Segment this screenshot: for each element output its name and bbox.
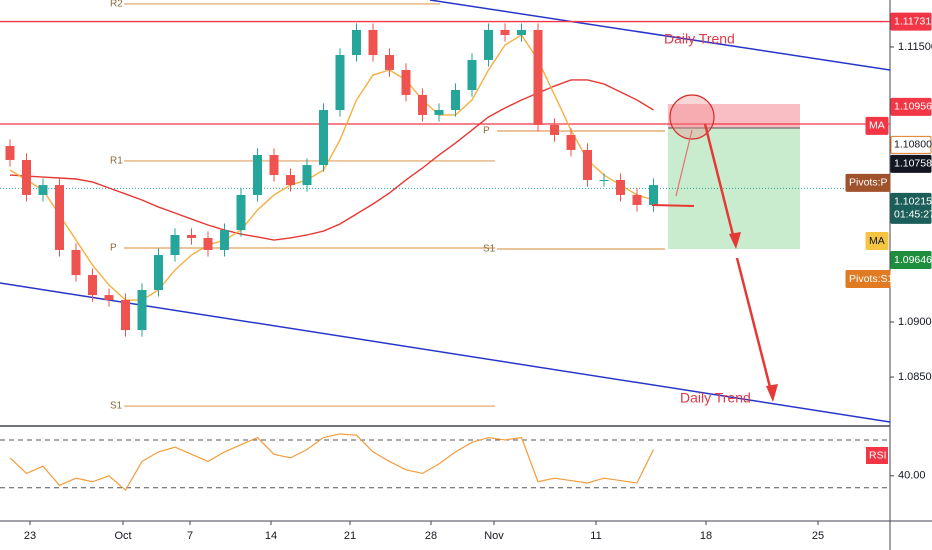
candle-body <box>533 29 543 125</box>
price-tag-label: 1.10215 <box>894 196 932 208</box>
price-tag <box>845 173 891 192</box>
candle-body <box>319 110 328 166</box>
y-tick-label: 1.09000 <box>898 316 932 328</box>
candle-body <box>352 29 361 56</box>
x-tick-label: 18 <box>700 530 712 542</box>
candle-body <box>71 249 81 276</box>
price-tag <box>890 12 932 31</box>
candle-body <box>401 69 411 95</box>
candle-body <box>286 175 295 186</box>
trend-label: Daily Trend <box>680 390 751 406</box>
x-tick-label: Oct <box>114 530 131 542</box>
y-tick-label: 1.11500 <box>898 41 932 53</box>
candle-body <box>385 55 394 70</box>
trend-line-upper <box>429 0 891 71</box>
price-tag <box>890 97 932 116</box>
support-mark <box>651 204 695 207</box>
candle-body <box>649 185 658 205</box>
candle-body <box>220 230 229 250</box>
x-tick-label: 7 <box>187 530 193 542</box>
rsi-tag <box>866 447 888 464</box>
trend-label: Daily Trend <box>664 31 735 47</box>
arrow-head <box>766 384 778 402</box>
price-tag-label: 1.11731 <box>894 15 931 27</box>
candle-body <box>517 29 526 35</box>
x-tick-label: 14 <box>265 530 277 542</box>
projection-arrow <box>675 129 693 197</box>
candle-body <box>302 165 312 186</box>
down-arrow <box>703 123 737 244</box>
price-tag-label: MA <box>869 120 885 132</box>
price-tag <box>890 135 932 154</box>
candle-body <box>599 179 609 181</box>
countdown: 01:45:27 <box>894 209 932 221</box>
pivot-label: P <box>110 243 117 254</box>
x-tick-label: 21 <box>344 530 356 542</box>
candle-body <box>137 290 147 331</box>
candle-body <box>269 155 279 176</box>
pivot-label: P <box>483 126 490 137</box>
candle-body <box>467 59 477 90</box>
price-tag <box>890 154 932 173</box>
price-tag-label: MA <box>869 235 885 247</box>
candle-body <box>616 179 625 195</box>
price-tag-label: 1.10956 <box>894 101 932 113</box>
candle-body <box>451 89 460 111</box>
moving-average <box>9 34 654 301</box>
candle-body <box>566 134 576 150</box>
rsi-line <box>9 433 655 492</box>
y-tick-label: 1.08500 <box>898 371 932 383</box>
candle-body <box>368 29 378 56</box>
pivot-label: R1 <box>110 156 123 167</box>
price-tag-label: Pivots:P <box>849 177 888 189</box>
candle-body <box>104 295 114 301</box>
price-tag-label: Pivots:S1 <box>849 273 894 285</box>
x-tick-label: 28 <box>425 530 437 542</box>
x-tick-label: Nov <box>484 530 504 542</box>
price-tag <box>845 270 891 289</box>
highlight-circle <box>669 94 715 140</box>
trend-line-lower <box>0 282 891 423</box>
price-tag-label: 1.10758 <box>894 158 932 170</box>
candle-body <box>632 194 642 205</box>
candle-body <box>500 29 510 35</box>
candle-body <box>583 149 592 180</box>
candle-body <box>154 255 163 291</box>
price-tag <box>890 192 932 224</box>
candle-body <box>418 94 427 115</box>
candle-body <box>335 55 345 111</box>
candle-body <box>38 185 48 195</box>
candle-body <box>22 159 31 195</box>
candle-body <box>5 145 15 160</box>
price-tag-label: 1.09646 <box>894 254 932 266</box>
candle-body <box>55 185 64 250</box>
price-tag-label: 1.10800 <box>894 139 932 151</box>
price-tag <box>865 232 889 251</box>
candle-body <box>253 155 262 195</box>
candle-body <box>187 234 196 238</box>
rsi-tick-label: 40.00 <box>898 470 926 482</box>
candle-body <box>121 300 130 331</box>
pivot-label: R2 <box>110 0 123 10</box>
rsi-tag-label: RSI <box>869 449 887 461</box>
x-tick-label: 23 <box>24 530 36 542</box>
price-tag <box>890 251 932 270</box>
pivot-label: S1 <box>110 401 123 412</box>
arrow-head <box>729 232 741 249</box>
price-tag <box>865 116 889 135</box>
candle-body <box>236 194 246 231</box>
candle-body <box>88 275 97 296</box>
candle-body <box>170 234 180 256</box>
x-tick-label: 11 <box>590 530 601 542</box>
candle-body <box>434 110 444 115</box>
x-tick-label: 25 <box>812 530 824 542</box>
down-arrow <box>735 257 774 396</box>
candle-body <box>550 124 559 135</box>
pivot-label: S1 <box>483 244 496 255</box>
moving-average <box>9 79 654 241</box>
candle-body <box>484 29 493 60</box>
candle-body <box>203 237 213 250</box>
